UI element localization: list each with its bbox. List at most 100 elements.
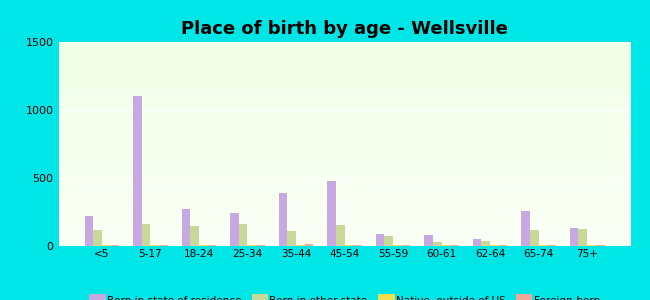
Bar [58,176,630,177]
Bar [58,151,630,152]
Bar [384,236,393,246]
Bar [58,80,630,81]
Bar [93,230,102,246]
Bar [58,186,630,187]
Bar [296,244,305,246]
Bar [248,244,256,246]
Bar [58,232,630,233]
Bar [58,46,630,47]
Bar [58,228,630,229]
Bar [58,56,630,57]
Bar [58,113,630,114]
Bar [58,167,630,169]
Bar [596,244,605,246]
Bar [58,203,630,204]
Bar [58,61,630,62]
Bar [58,74,630,75]
Bar [58,162,630,164]
Bar [58,105,630,106]
Bar [287,231,296,246]
Bar [539,244,547,246]
Bar [58,95,630,96]
Bar [58,241,630,242]
Bar [58,128,630,129]
Bar [336,225,344,246]
Bar [58,122,630,123]
Bar [58,112,630,113]
Bar [58,160,630,161]
Bar [490,244,499,246]
Bar [58,43,630,44]
Bar [58,236,630,237]
Bar [58,189,630,190]
Bar [58,224,630,225]
Bar [102,244,110,246]
Bar [58,184,630,185]
Bar [58,239,630,240]
Bar [159,244,168,246]
Bar [58,96,630,97]
Bar [58,126,630,127]
Bar [58,182,630,183]
Bar [84,216,93,246]
Bar [58,131,630,132]
Bar [279,193,287,246]
Bar [58,84,630,85]
Bar [58,180,630,181]
Bar [58,193,630,194]
Bar [58,50,630,51]
Bar [530,230,539,246]
Bar [58,150,630,151]
Bar [58,130,630,131]
Bar [58,85,630,86]
Bar [58,230,630,231]
Bar [58,242,630,243]
Bar [547,244,556,246]
Bar [58,99,630,100]
Bar [58,107,630,108]
Bar [133,96,142,246]
Bar [58,206,630,207]
Bar [58,153,630,154]
Bar [58,209,630,210]
Bar [58,52,630,53]
Bar [58,92,630,93]
Bar [58,146,630,147]
Bar [58,195,630,196]
Bar [58,244,630,245]
Bar [58,243,630,244]
Bar [58,144,630,145]
Bar [58,58,630,59]
Bar [58,174,630,175]
Bar [424,235,433,246]
Bar [58,165,630,166]
Bar [58,164,630,165]
Bar [58,245,630,246]
Bar [578,229,587,246]
Bar [58,100,630,101]
Bar [58,49,630,50]
Bar [305,244,313,246]
Bar [58,177,630,178]
Bar [58,106,630,107]
Bar [58,154,630,155]
Bar [58,51,630,52]
Bar [111,244,120,246]
Bar [58,179,630,180]
Bar [587,244,596,246]
Bar [58,159,630,160]
Bar [58,87,630,88]
Bar [58,161,630,162]
Bar [58,235,630,236]
Bar [58,73,630,74]
Bar [58,240,630,241]
Bar [58,59,630,60]
Bar [58,229,630,230]
Bar [58,79,630,80]
Bar [58,103,630,104]
Bar [58,156,630,157]
Bar [58,152,630,153]
Bar [58,139,630,140]
Bar [569,228,578,246]
Bar [58,145,630,146]
